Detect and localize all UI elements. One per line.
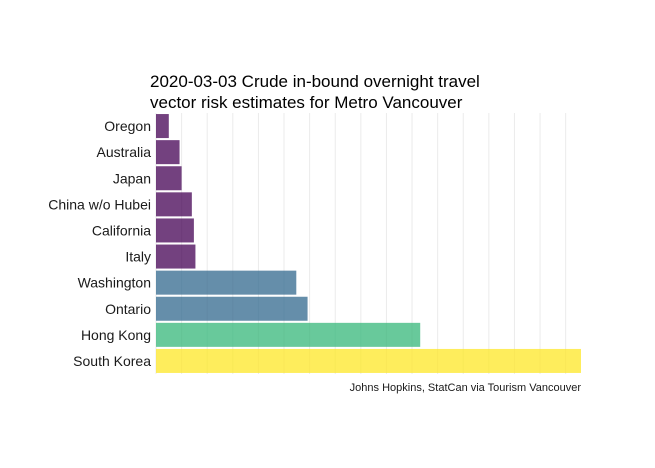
bar-australia xyxy=(156,140,180,165)
bar-ontario xyxy=(156,296,308,321)
bar-california xyxy=(156,218,194,243)
y-tick-label: Oregon xyxy=(104,118,151,134)
bar-china-w-o-hubei xyxy=(156,192,192,217)
y-tick-label: Italy xyxy=(125,249,151,265)
y-axis-tick-labels: Oregon Australia Japan China w/o Hubei Calif… xyxy=(48,118,151,369)
bar-south-korea xyxy=(156,348,581,373)
chart-title-line-1: 2020-03-03 Crude in-bound overnight trav… xyxy=(150,72,480,91)
y-tick-label: Hong Kong xyxy=(81,327,151,343)
bars xyxy=(156,114,581,373)
y-tick-label: Australia xyxy=(97,144,152,160)
y-tick-label: Japan xyxy=(113,170,151,186)
y-tick-label: Ontario xyxy=(105,301,151,317)
bar-italy xyxy=(156,244,196,269)
y-tick-label: California xyxy=(92,222,151,238)
bar-japan xyxy=(156,166,182,191)
y-tick-label: Washington xyxy=(78,275,151,291)
y-tick-label: China w/o Hubei xyxy=(48,196,151,212)
bar-hong-kong xyxy=(156,322,421,347)
chart-caption: Johns Hopkins, StatCan via Tourism Vanco… xyxy=(350,382,582,394)
grid-lines xyxy=(155,113,567,374)
bar-washington xyxy=(156,270,297,295)
chart-title-line-2: vector risk estimates for Metro Vancouve… xyxy=(150,93,463,112)
bar-oregon xyxy=(156,114,169,139)
y-tick-label: South Korea xyxy=(73,353,151,369)
